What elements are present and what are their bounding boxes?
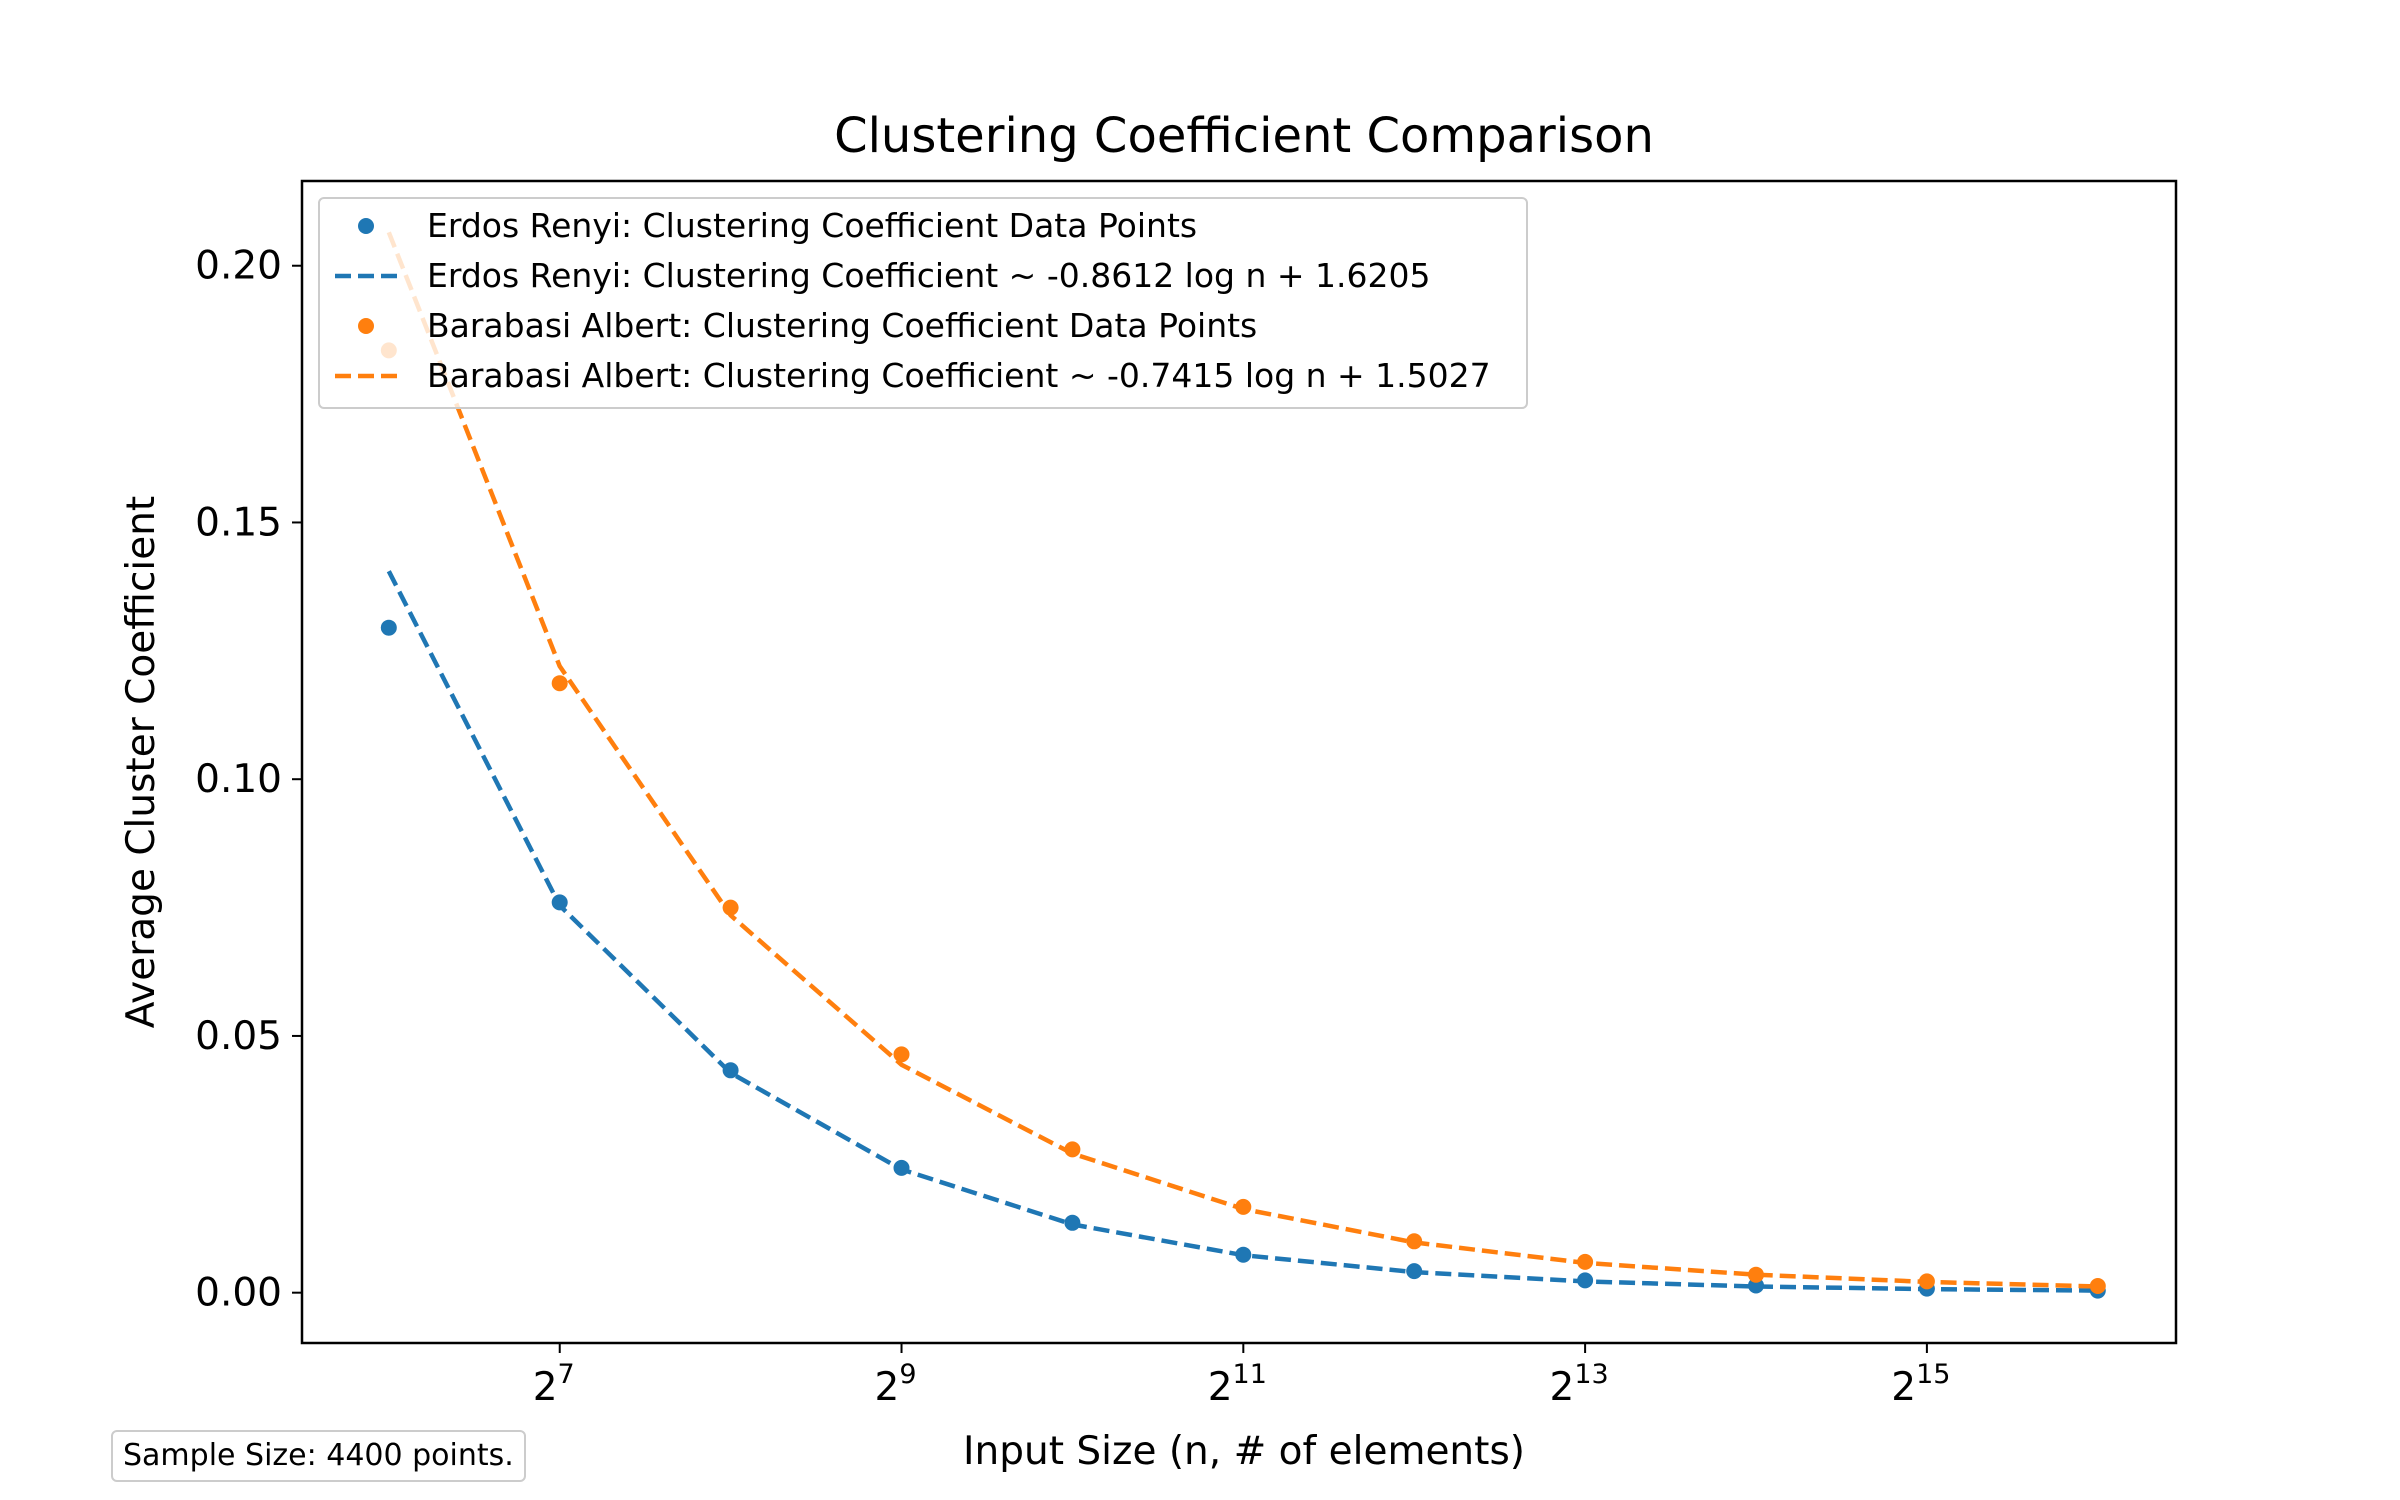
legend-label-3: Barabasi Albert: Clustering Coefficient … [427, 356, 1491, 395]
x-tick-label-1: 29 [875, 1359, 917, 1410]
data-point-s0-0 [380, 619, 397, 636]
data-point-s2-2 [722, 899, 739, 916]
y-axis-label: Average Cluster Coefficient [119, 496, 164, 1028]
plot-area [380, 231, 2106, 1299]
data-point-s0-3 [893, 1159, 910, 1176]
data-point-s0-5 [1235, 1246, 1252, 1263]
legend-label-1: Erdos Renyi: Clustering Coefficient ~ -0… [427, 256, 1431, 295]
data-point-s2-8 [1748, 1266, 1764, 1283]
x-tick-label-3: 213 [1550, 1359, 1609, 1410]
data-point-s0-7 [1577, 1272, 1594, 1289]
y-tick-label-3: 0.15 [195, 500, 282, 545]
data-point-s2-6 [1406, 1233, 1423, 1250]
data-point-s2-9 [1918, 1273, 1935, 1290]
x-tick-label-2: 211 [1208, 1359, 1267, 1410]
data-point-s0-2 [722, 1062, 739, 1079]
legend: Erdos Renyi: Clustering Coefficient Data… [318, 197, 1528, 409]
y-tick-label-2: 0.10 [195, 757, 282, 802]
data-point-s0-1 [551, 894, 568, 911]
data-point-s2-5 [1235, 1198, 1252, 1215]
legend-box [318, 197, 1528, 409]
legend-label-0: Erdos Renyi: Clustering Coefficient Data… [427, 206, 1197, 245]
data-point-s2-3 [893, 1046, 910, 1063]
series-line-1 [386, 570, 2098, 1293]
data-point-s0-4 [1064, 1214, 1081, 1231]
sample-size-note: Sample Size: 4400 points. [111, 1430, 526, 1482]
data-point-s2-4 [1064, 1141, 1081, 1158]
y-tick-label-4: 0.20 [195, 244, 282, 289]
x-tick-label-0: 27 [533, 1359, 575, 1410]
plot-frame [300, 179, 2178, 1345]
data-point-s2-7 [1577, 1253, 1594, 1270]
y-tick-label-0: 0.00 [195, 1271, 282, 1316]
data-point-s2-1 [551, 675, 568, 692]
legend-marker-0 [358, 218, 374, 234]
chart-title: Clustering Coefficient Comparison [834, 108, 1654, 164]
x-tick-label-4: 215 [1891, 1359, 1950, 1410]
legend-marker-2 [358, 318, 374, 334]
x-axis-label: Input Size (n, # of elements) [963, 1429, 1525, 1474]
data-point-s2-10 [2089, 1278, 2106, 1294]
axes: 0.00 0.05 0.10 0.15 0.20 27 29 211 213 215 [195, 179, 2178, 1410]
legend-label-2: Barabasi Albert: Clustering Coefficient … [427, 306, 1257, 345]
y-tick-label-1: 0.05 [195, 1014, 282, 1059]
data-point-s0-6 [1406, 1263, 1423, 1280]
